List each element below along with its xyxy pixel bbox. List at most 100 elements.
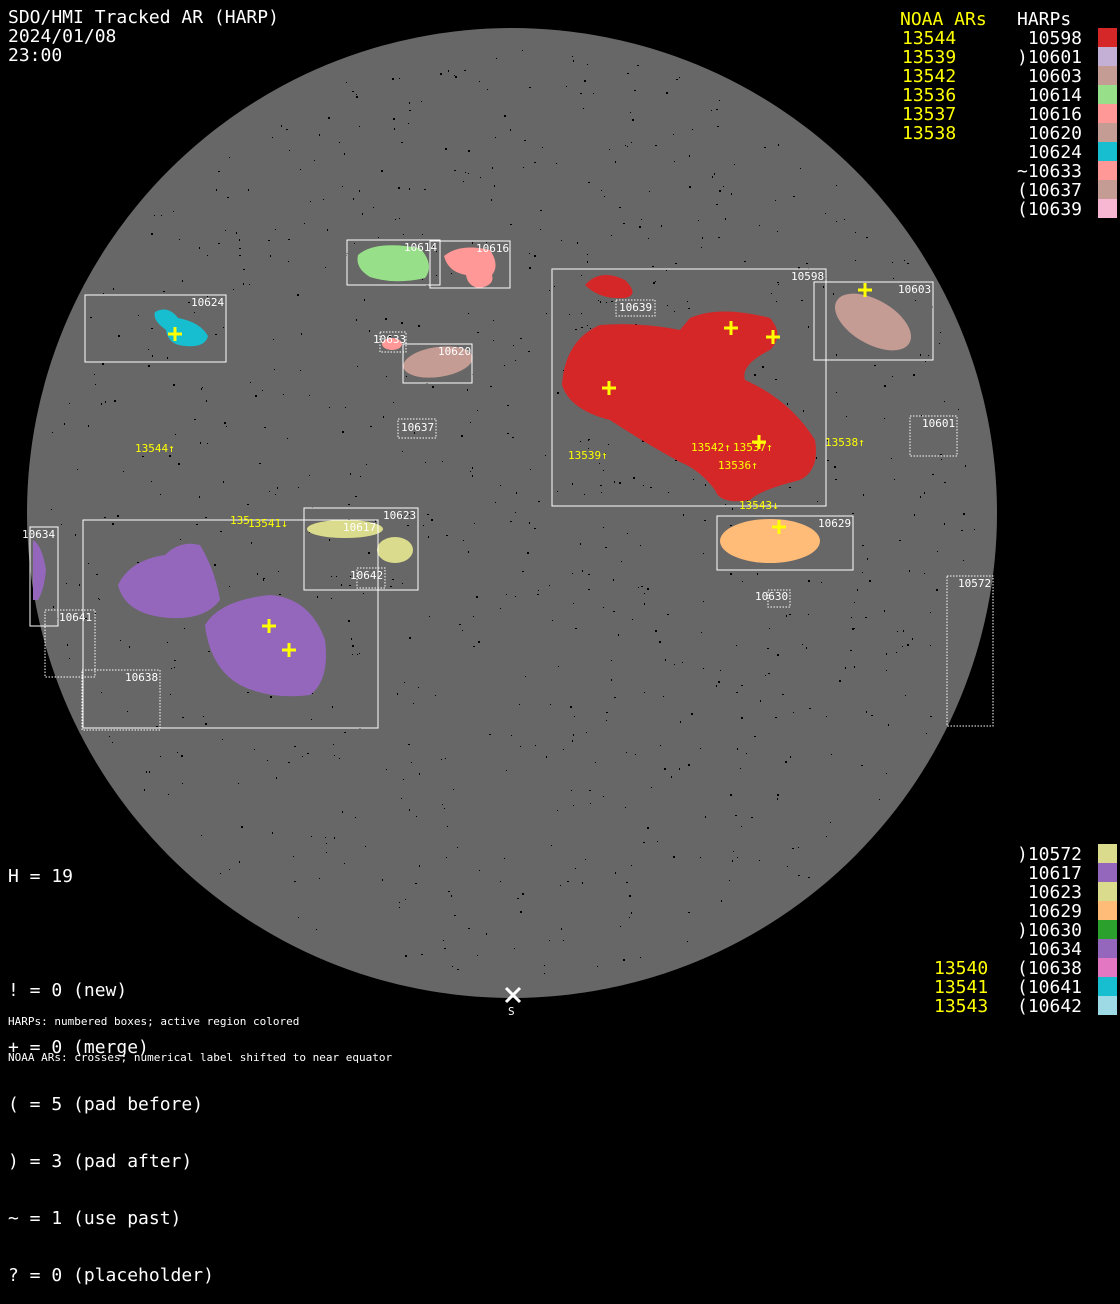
noaa-cross-icon: [772, 520, 786, 534]
harp-box-10629: [716, 515, 854, 571]
noaa-entry: 13543: [934, 996, 989, 1017]
region-10617: [118, 543, 326, 697]
color-swatch: [1098, 920, 1117, 939]
harp-label: 10572: [958, 577, 991, 590]
harp-entry: 10629: [1017, 901, 1083, 922]
harp-box-10614: [346, 239, 441, 286]
region-10616: [444, 247, 496, 288]
noaa-entry: 13544: [902, 28, 957, 49]
footer-line: NOAA ARs: crosses; numerical label shift…: [8, 1051, 393, 1064]
harp-label: 10637: [401, 421, 434, 434]
noaa-entry: 13538: [902, 123, 957, 144]
noaa-entry: 13537: [902, 104, 957, 125]
noaa-cross-icon: [602, 381, 616, 395]
color-swatch: [1098, 85, 1117, 104]
harp-box-10630: [767, 589, 791, 608]
noaa-cross-icon: [262, 619, 276, 633]
harp-list-top: 10598)10601 10603 10614 10616 10620 1062…: [1017, 29, 1082, 219]
harp-label: 10641: [59, 611, 92, 624]
harp-entry: 10614: [1017, 85, 1083, 106]
harp-label: 10629: [818, 517, 851, 530]
noaa-cross-icon: [282, 643, 296, 657]
harp-box-10617: [82, 519, 379, 729]
color-swatch: [1098, 28, 1117, 47]
harp-box-10641: [44, 609, 96, 678]
region-10614: [357, 245, 429, 282]
harp-entry: 10603: [1017, 66, 1083, 87]
harp-box-10639: [615, 299, 656, 317]
region-10629: [720, 519, 820, 563]
region-10623a: [307, 520, 383, 538]
title: SDO/HMI Tracked AR (HARP): [8, 7, 279, 28]
harp-box-10638: [81, 669, 161, 731]
color-swatch: [1098, 977, 1117, 996]
harp-entry: (10642: [1017, 996, 1083, 1017]
harp-legend-header: HARPs: [1017, 9, 1072, 30]
noaa-label: 13539↑: [568, 449, 608, 462]
time: 23:00: [8, 45, 63, 66]
harp-box-10603: [813, 281, 934, 361]
harp-entry: 10634: [1017, 939, 1083, 960]
active-regions: [33, 245, 911, 697]
harp-entry: (10639: [1017, 199, 1083, 220]
color-swatch: [1098, 863, 1117, 882]
region-10620: [403, 346, 473, 378]
harp-box-10637: [397, 418, 437, 439]
harp-label: 10620: [438, 345, 471, 358]
harp-entry: 10623: [1017, 882, 1083, 903]
harp-boxes: [29, 239, 994, 731]
harp-entry: (10638: [1017, 958, 1083, 979]
date: 2024/01/08: [8, 26, 117, 47]
stat-line: ! = 0 (new): [8, 980, 128, 1001]
harp-count: H = 19: [8, 866, 74, 887]
harp-box-10598: [551, 268, 827, 507]
region-10634: [33, 540, 46, 600]
noaa-label: 13536↑: [718, 459, 758, 472]
region-10633: [382, 338, 402, 350]
noaa-cross-icon: [858, 283, 872, 297]
color-swatch: [1098, 844, 1117, 863]
harp-entry: ~10633: [1017, 161, 1083, 182]
harp-entry: (10641: [1017, 977, 1083, 998]
harp-box-10616: [429, 240, 511, 289]
noaa-label: 13544↑: [135, 442, 175, 455]
harp-entry: 10617: [1017, 863, 1083, 884]
color-swatch: [1098, 123, 1117, 142]
noaa-cross-icon: [168, 327, 182, 341]
noaa-cross-icon: [766, 330, 780, 344]
region-10603: [835, 293, 911, 351]
noaa-entry: 13536: [902, 85, 957, 106]
harp-box-10633: [379, 331, 407, 353]
stat-line: ( = 5 (pad before): [8, 1094, 204, 1115]
color-swatch: [1098, 939, 1117, 958]
color-swatch: [1098, 142, 1117, 161]
stat-line: ) = 3 (pad after): [8, 1151, 193, 1172]
harp-label: 10638: [125, 671, 158, 684]
harp-label: 10598: [791, 270, 824, 283]
harp-label: 10616: [476, 242, 509, 255]
harp-label: 10639: [619, 301, 652, 314]
color-swatch: [1098, 882, 1117, 901]
harp-box-10601: [909, 415, 958, 457]
color-swatch: [1098, 47, 1117, 66]
color-swatch: [1098, 958, 1117, 977]
harp-label: 10624: [191, 296, 224, 309]
harp-box-10634: [29, 526, 59, 627]
region-10624: [154, 309, 208, 347]
harp-list-bottom: )10572 10617 10623 10629)10630 10634 (106…: [1017, 845, 1082, 1016]
harp-entry: )10572: [1017, 844, 1083, 865]
harp-entry: )10630: [1017, 920, 1083, 941]
solar-disk-map: 10598 10603 10614 10616 10620 10624 1063…: [22, 28, 997, 1018]
harp-entry: )10601: [1017, 47, 1083, 68]
solar-disk: [27, 28, 997, 998]
noaa-entry: 13540: [934, 958, 989, 979]
color-swatch: [1098, 104, 1117, 123]
harp-label: 10614: [404, 241, 437, 254]
harp-labels: 10598 10603 10614 10616 10620 10624 1063…: [22, 241, 991, 684]
harp-box-10620: [402, 343, 473, 384]
harp-label: 10630: [755, 590, 788, 603]
harp-entry: 10620: [1017, 123, 1083, 144]
noaa-crosses: [168, 283, 872, 657]
harp-label: 10603: [898, 283, 931, 296]
stat-line: ~ = 1 (use past): [8, 1208, 182, 1229]
